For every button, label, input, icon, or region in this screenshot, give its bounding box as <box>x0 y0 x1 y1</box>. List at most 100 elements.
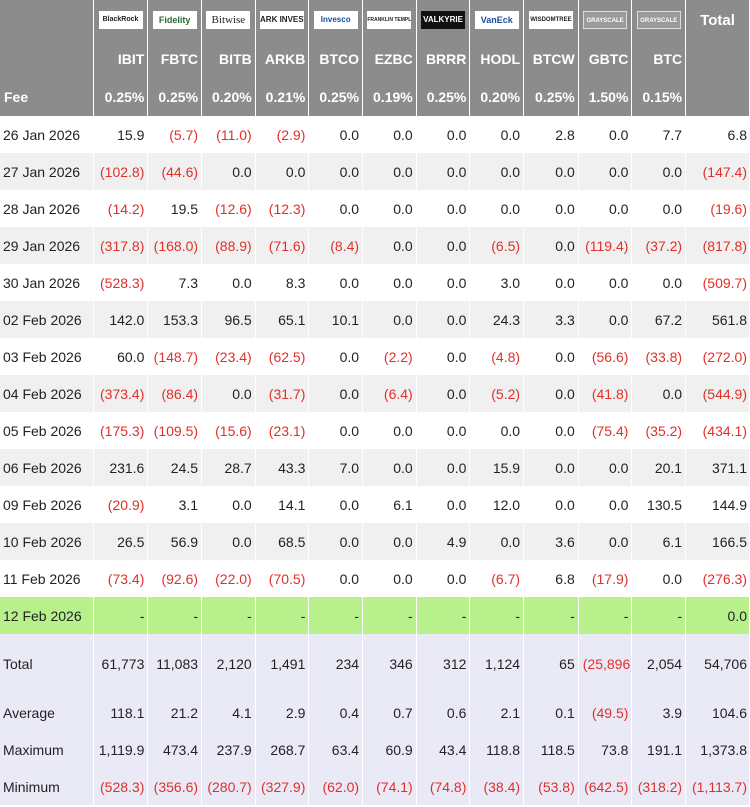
flow-cell-btc: 67.2 <box>631 301 687 338</box>
flow-cell-ibit: - <box>93 597 149 634</box>
fee-cell-ibit: 0.25% <box>93 78 149 116</box>
flow-cell-brrr: 4.9 <box>416 523 471 560</box>
flow-cell-btco: 0.0 <box>308 560 364 597</box>
row-total: (19.6) <box>685 190 750 227</box>
ticker-header-btco: BTCO <box>308 40 364 78</box>
stat-total: (1,113.7) <box>685 768 750 805</box>
ticker-header-gbtc: GBTC <box>578 40 633 78</box>
flow-cell-bitb: 0.0 <box>201 375 256 412</box>
stat-label: Total <box>0 634 94 694</box>
ticker-header-ibit: IBIT <box>93 40 149 78</box>
ticker-header-bitb: BITB <box>201 40 256 78</box>
stat-cell-brrr: 0.6 <box>416 694 471 731</box>
flow-cell-ezbc: 0.0 <box>362 116 417 153</box>
flow-cell-ibit: (175.3) <box>93 412 149 449</box>
flow-cell-btco: 0.0 <box>308 116 364 153</box>
row-total: (272.0) <box>685 338 750 375</box>
flow-cell-arkb: 65.1 <box>255 301 310 338</box>
flow-cell-gbtc: 0.0 <box>578 190 633 227</box>
flow-cell-arkb: 0.0 <box>255 153 310 190</box>
flow-cell-ezbc: 0.0 <box>362 523 417 560</box>
flow-cell-ezbc: 0.0 <box>362 560 417 597</box>
flow-cell-hodl: 0.0 <box>469 190 525 227</box>
stat-cell-hodl: (38.4) <box>469 768 525 805</box>
stat-cell-ezbc: (74.1) <box>362 768 417 805</box>
stat-cell-btcw: (53.8) <box>523 768 579 805</box>
flow-cell-fbtc: (5.7) <box>147 116 203 153</box>
row-date: 02 Feb 2026 <box>0 301 94 338</box>
table-row: 04 Feb 2026 (373.4) (86.4) 0.0 (31.7) 0.0 (6.4… <box>0 375 750 412</box>
flow-cell-fbtc: (148.7) <box>147 338 203 375</box>
flow-cell-brrr: 0.0 <box>416 560 471 597</box>
flow-cell-btcw: 3.3 <box>523 301 579 338</box>
flow-cell-fbtc: - <box>147 597 203 634</box>
flow-cell-btc: 0.0 <box>631 190 687 227</box>
stat-cell-gbtc: (642.5) <box>578 768 633 805</box>
flow-cell-hodl: 0.0 <box>469 523 525 560</box>
stat-cell-btc: 3.9 <box>631 694 687 731</box>
grayscale-mini-logo-icon: GRAYSCALE <box>636 11 681 30</box>
flow-cell-btc: - <box>631 597 687 634</box>
stat-row-total: Total 61,773 11,083 2,120 1,491 234 346 312 1,12… <box>0 634 750 694</box>
flow-cell-brrr: 0.0 <box>416 375 471 412</box>
flow-cell-btc: 130.5 <box>631 486 687 523</box>
ticker-header-arkb: ARKB <box>255 40 310 78</box>
flow-cell-btco: 7.0 <box>308 449 364 486</box>
flow-cell-bitb: (88.9) <box>201 227 256 264</box>
flow-cell-btcw: 0.0 <box>523 375 579 412</box>
wisdomtree-logo-icon: WISDOMTREE <box>528 11 573 30</box>
row-total: (544.9) <box>685 375 750 412</box>
flow-cell-btcw: 6.8 <box>523 560 579 597</box>
flow-cell-btcw: 0.0 <box>523 412 579 449</box>
flow-cell-fbtc: (44.6) <box>147 153 203 190</box>
row-total: (434.1) <box>685 412 750 449</box>
flow-cell-ibit: (102.8) <box>93 153 149 190</box>
flow-cell-ibit: (73.4) <box>93 560 149 597</box>
flow-cell-ibit: 60.0 <box>93 338 149 375</box>
fee-cell-brrr: 0.25% <box>416 78 471 116</box>
ticker-header-fbtc: FBTC <box>147 40 203 78</box>
flow-cell-brrr: 0.0 <box>416 153 471 190</box>
stat-cell-btco: (62.0) <box>308 768 364 805</box>
flow-cell-ezbc: 0.0 <box>362 264 417 301</box>
flow-cell-btco: 0.0 <box>308 375 364 412</box>
stat-cell-btcw: 118.5 <box>523 731 579 768</box>
valkyrie-logo-icon: VALKYRIE <box>421 11 466 30</box>
table-row: 26 Jan 2026 15.9 (5.7) (11.0) (2.9) 0.0 0.0 0.0… <box>0 116 750 153</box>
stat-cell-btcw: 65 <box>523 634 579 694</box>
flow-cell-ibit: (20.9) <box>93 486 149 523</box>
flow-cell-hodl: 15.9 <box>469 449 525 486</box>
ticker-row: IBIT FBTC BITB ARKB BTCO EZBC BRRR HODL BTCW GBTC… <box>0 40 750 78</box>
fee-cell-arkb: 0.21% <box>255 78 310 116</box>
stat-cell-hodl: 1,124 <box>469 634 525 694</box>
flow-cell-arkb: (71.6) <box>255 227 310 264</box>
flow-cell-ezbc: (6.4) <box>362 375 417 412</box>
wrapped-value: (25,896) <box>582 655 632 672</box>
flow-cell-hodl: 0.0 <box>469 153 525 190</box>
flow-cell-gbtc: 0.0 <box>578 449 633 486</box>
issuer-logo-row: BlackRock Fidelity Bitwise ARK INVEST In… <box>0 0 750 40</box>
flow-cell-btc: (35.2) <box>631 412 687 449</box>
stat-cell-ezbc: 0.7 <box>362 694 417 731</box>
row-total: 371.1 <box>685 449 750 486</box>
ticker-header-btcw: BTCW <box>523 40 579 78</box>
ticker-header-btc: BTC <box>631 40 687 78</box>
flow-cell-brrr: 0.0 <box>416 190 471 227</box>
flow-cell-btcw: 0.0 <box>523 338 579 375</box>
flow-cell-hodl: 3.0 <box>469 264 525 301</box>
fee-row: Fee 0.25% 0.25% 0.20% 0.21% 0.25% 0.19% 0.25% 0… <box>0 78 750 116</box>
stat-cell-bitb: 4.1 <box>201 694 256 731</box>
flow-cell-arkb: (23.1) <box>255 412 310 449</box>
flow-cell-fbtc: (109.5) <box>147 412 203 449</box>
flow-cell-hodl: 24.3 <box>469 301 525 338</box>
flow-cell-gbtc: 0.0 <box>578 116 633 153</box>
flow-cell-bitb: 0.0 <box>201 523 256 560</box>
stat-cell-ibit: 1,119.9 <box>93 731 149 768</box>
stat-cell-arkb: (327.9) <box>255 768 310 805</box>
flow-cell-ezbc: 0.0 <box>362 227 417 264</box>
flow-cell-btcw: 0.0 <box>523 264 579 301</box>
flow-cell-bitb: (23.4) <box>201 338 256 375</box>
flow-cell-ezbc: (2.2) <box>362 338 417 375</box>
stat-label: Minimum <box>0 768 94 805</box>
